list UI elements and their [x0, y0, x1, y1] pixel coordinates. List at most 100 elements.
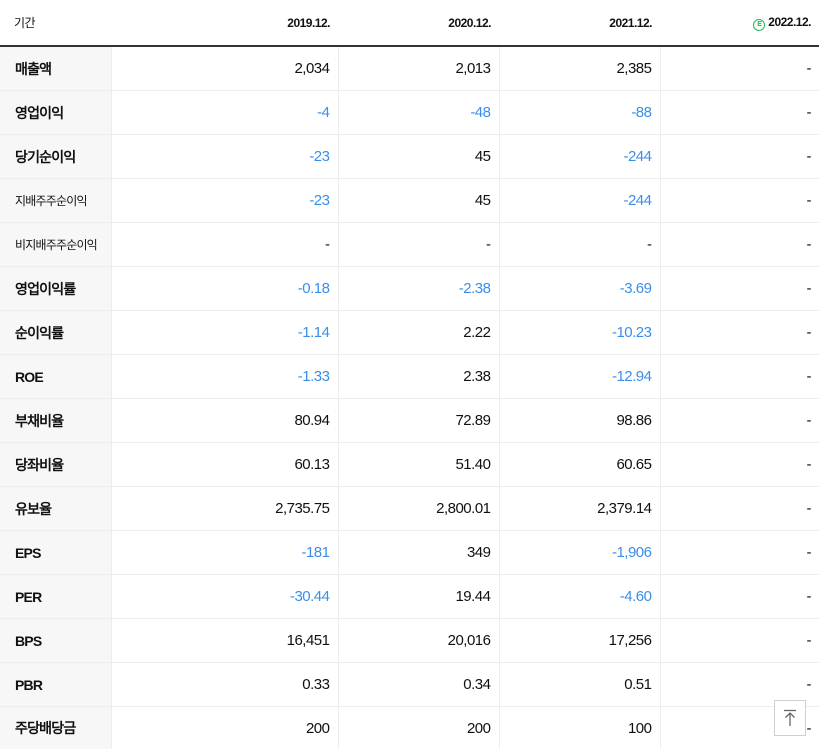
table-cell: -	[659, 222, 819, 267]
table-cell: -12.94	[498, 354, 660, 399]
table-cell: -1.14	[110, 310, 338, 355]
table-cell: -	[659, 354, 819, 399]
table-cell: -	[659, 442, 819, 487]
table-cell: 60.13	[110, 442, 338, 487]
table-cell: 200	[337, 706, 499, 749]
table-cell: 2.38	[337, 354, 499, 399]
table-row: 지배주주순이익 -23 45 -244-	[0, 178, 819, 223]
table-cell: 349	[337, 530, 499, 575]
table-row: 당좌비율 60.13 51.40 60.65-	[0, 442, 819, 487]
period-2019: 2019.12.	[111, 0, 338, 47]
table-cell: 80.94	[110, 398, 338, 443]
table-cell: -	[659, 398, 819, 443]
table-cell: -23	[110, 178, 338, 223]
row-label: 지배주주순이익	[0, 178, 111, 223]
table-row: 유보율 2,735.75 2,800.01 2,379.14-	[0, 486, 819, 531]
period-header: 기간	[0, 0, 111, 47]
table-cell: 19.44	[337, 574, 499, 619]
table-row: 부채비율 80.94 72.89 98.86-	[0, 398, 819, 443]
table-cell: -244	[498, 178, 660, 223]
table-cell: 100	[498, 706, 660, 749]
table-cell: -1,906	[498, 530, 660, 575]
table-row: PBR 0.33 0.34 0.51-	[0, 662, 819, 707]
table-row: ROE -1.33 2.38 -12.94-	[0, 354, 819, 399]
table-cell: -	[659, 178, 819, 223]
table-cell: -4.60	[498, 574, 660, 619]
table-cell: -244	[498, 134, 660, 179]
scroll-to-top-button[interactable]	[774, 700, 806, 736]
table-cell: -10.23	[498, 310, 660, 355]
period-2022-label: 2022.12.	[768, 14, 811, 29]
table-cell: -48	[337, 90, 499, 135]
table-cell: -	[337, 222, 499, 267]
row-label: 영업이익	[0, 90, 111, 135]
row-label: 주당배당금	[0, 706, 111, 749]
period-2022-estimate: E 2022.12.	[660, 0, 819, 47]
table-cell: -	[659, 46, 819, 91]
table-cell: -	[659, 530, 819, 575]
table-cell: 2.22	[337, 310, 499, 355]
table-row: 주당배당금 200 200 100-	[0, 706, 819, 749]
row-label: EPS	[0, 530, 111, 575]
table-row: 매출액 2,034 2,013 2,385-	[0, 46, 819, 91]
period-2020: 2020.12.	[338, 0, 499, 47]
table-cell: 200	[110, 706, 338, 749]
table-cell: 2,735.75	[110, 486, 338, 531]
estimate-badge-icon: E	[753, 18, 766, 31]
table-cell: 2,385	[498, 46, 660, 91]
table-row: BPS 16,451 20,016 17,256-	[0, 618, 819, 663]
table-cell: -	[659, 134, 819, 179]
table-cell: 16,451	[110, 618, 338, 663]
table-row: PER -30.44 19.44 -4.60-	[0, 574, 819, 619]
table-cell: -23	[110, 134, 338, 179]
period-2021: 2021.12.	[499, 0, 660, 47]
table-cell: -	[659, 618, 819, 663]
table-cell: -0.18	[110, 266, 338, 311]
table-cell: -	[659, 486, 819, 531]
row-label: BPS	[0, 618, 111, 663]
table-cell: 2,034	[110, 46, 338, 91]
table-row: 영업이익 -4 -48 -88-	[0, 90, 819, 135]
table-cell: -1.33	[110, 354, 338, 399]
table-cell: 17,256	[498, 618, 660, 663]
row-label: 당좌비율	[0, 442, 111, 487]
table-cell: 2,013	[337, 46, 499, 91]
row-label: ROE	[0, 354, 111, 399]
header-row: 기간 2019.12. 2020.12. 2021.12. E 2022.12.	[0, 0, 819, 47]
row-label: 순이익률	[0, 310, 111, 355]
table-cell: 0.51	[498, 662, 660, 707]
table-row: 순이익률 -1.14 2.22 -10.23-	[0, 310, 819, 355]
table-cell: 72.89	[337, 398, 499, 443]
table-cell: -	[659, 574, 819, 619]
table-cell: 2,379.14	[498, 486, 660, 531]
table-row: 영업이익률 -0.18 -2.38 -3.69-	[0, 266, 819, 311]
table-cell: 45	[337, 178, 499, 223]
table-cell: -181	[110, 530, 338, 575]
table-cell: -88	[498, 90, 660, 135]
row-label: 유보율	[0, 486, 111, 531]
table-cell: 45	[337, 134, 499, 179]
table-cell: -	[498, 222, 660, 267]
table-cell: 0.33	[110, 662, 338, 707]
table-cell: 60.65	[498, 442, 660, 487]
table-row: 비지배주주순이익 - - - -	[0, 222, 819, 267]
row-label: 당기순이익	[0, 134, 111, 179]
row-label: 비지배주주순이익	[0, 222, 111, 267]
table-cell: 20,016	[337, 618, 499, 663]
table-row: EPS -181 349 -1,906-	[0, 530, 819, 575]
table-cell: -4	[110, 90, 338, 135]
table-cell: 2,800.01	[337, 486, 499, 531]
table-cell: 51.40	[337, 442, 499, 487]
row-label: 부채비율	[0, 398, 111, 443]
row-label: PBR	[0, 662, 111, 707]
table-cell: -	[659, 310, 819, 355]
table-cell: -	[659, 662, 819, 707]
table-cell: -30.44	[110, 574, 338, 619]
table-cell: -	[110, 222, 338, 267]
table-row: 당기순이익 -23 45 -244-	[0, 134, 819, 179]
row-label: 매출액	[0, 46, 111, 91]
table-cell: -	[659, 266, 819, 311]
table-cell: -3.69	[498, 266, 660, 311]
table-cell: -2.38	[337, 266, 499, 311]
